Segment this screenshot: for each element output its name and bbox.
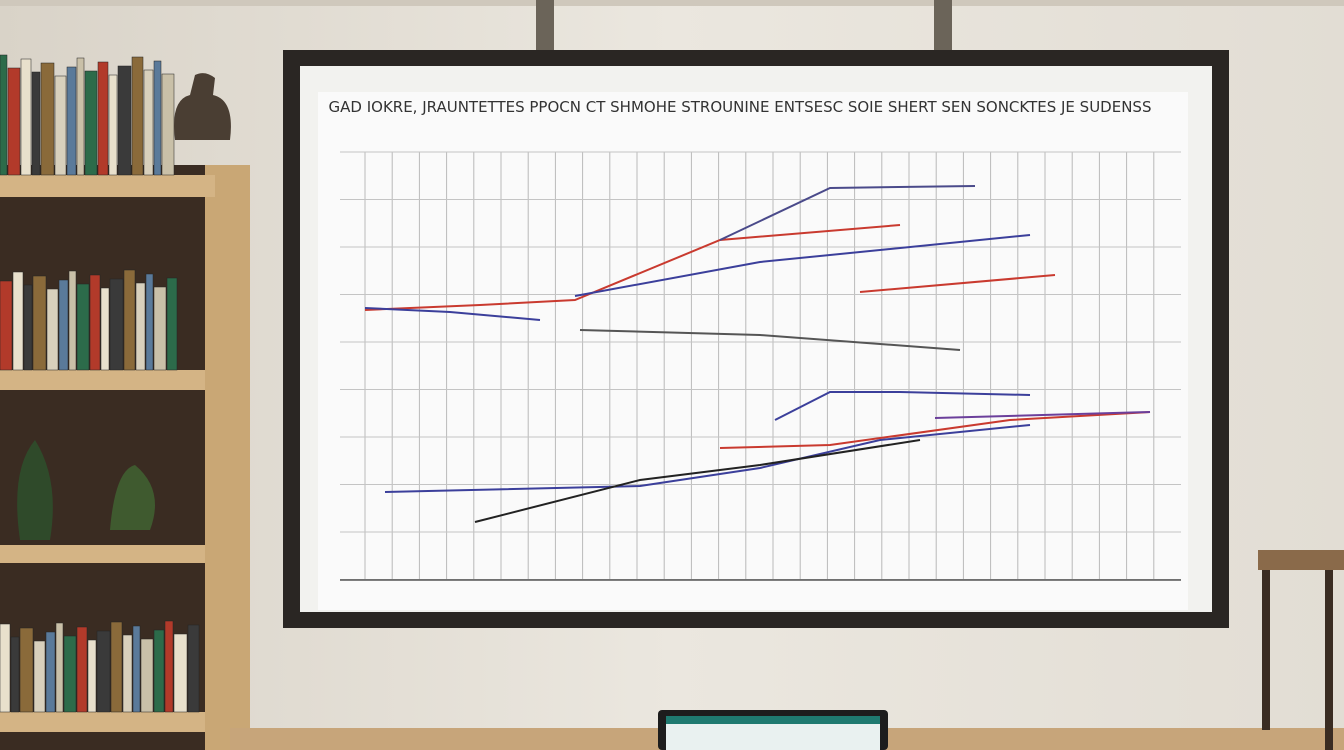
line	[719, 185, 976, 241]
laptop-header	[666, 716, 880, 724]
line	[574, 234, 1031, 297]
book	[123, 269, 136, 371]
plot-lines	[364, 185, 1151, 523]
line	[774, 391, 1031, 421]
book	[0, 280, 13, 371]
line	[364, 307, 541, 321]
book	[117, 65, 132, 176]
book	[108, 74, 118, 176]
book	[109, 278, 124, 371]
shelf-board	[0, 370, 205, 390]
grid	[340, 151, 1181, 581]
book	[7, 67, 21, 176]
book	[40, 62, 55, 176]
plant	[110, 465, 155, 530]
shelf-board	[0, 545, 205, 563]
book	[12, 271, 24, 371]
side-table-leg	[1325, 570, 1333, 750]
book	[33, 640, 46, 713]
book	[19, 627, 34, 713]
shelf-board	[0, 712, 205, 732]
book	[96, 630, 111, 713]
board-title: GAD IOKRE, JRAUNTETTES PPOCN CT SHMOHE S…	[329, 98, 1152, 116]
plant	[17, 440, 53, 540]
book	[10, 636, 20, 713]
line	[384, 424, 1031, 493]
book	[66, 66, 77, 176]
bookshelf	[0, 54, 250, 750]
book	[173, 633, 188, 713]
statue	[174, 73, 231, 140]
book	[187, 624, 200, 713]
book	[54, 75, 67, 176]
line	[579, 329, 961, 351]
book	[89, 274, 101, 371]
shelf-board	[0, 175, 215, 197]
line	[474, 439, 921, 523]
line	[934, 411, 1151, 419]
ceiling-edge	[0, 0, 1344, 6]
shelf-side	[205, 165, 250, 750]
book	[132, 625, 141, 713]
book	[153, 286, 167, 371]
book	[131, 56, 144, 176]
line	[859, 274, 1056, 293]
book	[20, 58, 32, 176]
book	[153, 60, 162, 176]
book	[76, 57, 85, 176]
book	[164, 620, 174, 713]
book	[46, 288, 59, 371]
book	[0, 623, 11, 713]
hanger	[536, 0, 554, 52]
book	[122, 634, 133, 713]
book	[31, 71, 41, 176]
book	[110, 621, 123, 713]
book	[55, 622, 64, 713]
book	[97, 61, 109, 176]
book	[68, 270, 77, 371]
book	[84, 70, 98, 176]
book	[143, 69, 154, 176]
book	[76, 626, 88, 713]
book	[140, 638, 154, 713]
book	[45, 631, 56, 713]
side-table	[1258, 550, 1344, 570]
book	[145, 273, 154, 371]
line	[364, 224, 901, 311]
book	[63, 635, 77, 713]
book	[0, 54, 8, 176]
book	[58, 279, 69, 371]
book	[23, 284, 33, 371]
book	[87, 639, 97, 713]
books	[0, 54, 200, 713]
side-table-leg	[1262, 570, 1270, 730]
chart-paper	[318, 92, 1188, 610]
line	[719, 411, 1151, 449]
book	[100, 287, 110, 371]
book	[153, 629, 165, 713]
book	[166, 277, 178, 371]
book	[161, 73, 175, 176]
book	[76, 283, 90, 371]
book	[32, 275, 47, 371]
hanger	[934, 0, 952, 52]
book	[135, 282, 146, 371]
